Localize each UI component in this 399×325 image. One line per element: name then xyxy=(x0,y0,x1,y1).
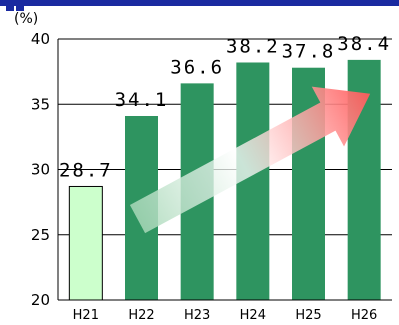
x-category-label: H23 xyxy=(184,308,210,323)
bar-H24 xyxy=(236,62,270,300)
trend-arrow xyxy=(129,86,371,234)
x-category-label: H22 xyxy=(128,308,154,323)
y-tick-label: 40 xyxy=(31,30,50,48)
data-label: 38.2 xyxy=(226,35,280,57)
data-label: 28.7 xyxy=(59,159,113,181)
y-tick-label: 25 xyxy=(31,226,50,244)
x-category-label: H26 xyxy=(351,308,377,323)
bar-H25 xyxy=(292,67,325,301)
top-border-tab xyxy=(16,0,24,11)
y-tick-label: 35 xyxy=(31,95,50,113)
x-category-label: H25 xyxy=(295,308,321,323)
data-label: 37.8 xyxy=(282,41,336,63)
x-category-label: H21 xyxy=(73,308,99,323)
data-label: 34.1 xyxy=(115,89,169,111)
y-tick-label: 20 xyxy=(31,291,50,309)
data-label: 36.6 xyxy=(170,56,224,78)
data-label: 38.4 xyxy=(337,33,391,55)
top-border-bar xyxy=(0,0,399,6)
top-border-tab xyxy=(6,0,14,11)
bar-H21 xyxy=(68,185,103,301)
y-tick-label: 30 xyxy=(31,161,50,179)
y-axis-unit-label: (%) xyxy=(14,11,38,27)
x-category-label: H24 xyxy=(240,308,266,323)
